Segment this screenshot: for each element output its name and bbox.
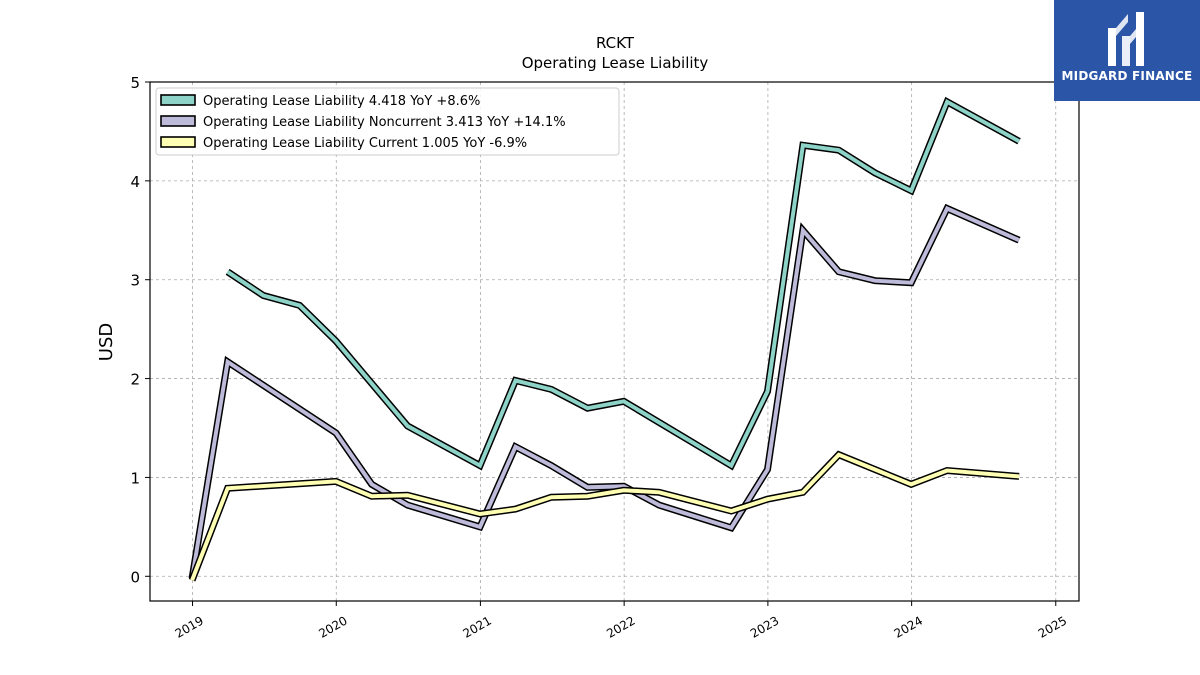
- y-tick-label: 3: [130, 272, 140, 290]
- y-tick-label: 0: [130, 568, 140, 586]
- legend-label-0: Operating Lease Liability 4.418 YoY +8.6…: [203, 94, 480, 109]
- legend-box: [155, 87, 620, 156]
- legend-swatch-1: [160, 115, 196, 127]
- x-tick-label: 2020: [316, 613, 349, 640]
- legend: Operating Lease Liability 4.418 YoY +8.6…: [155, 87, 620, 156]
- series-outline-2: [188, 450, 1020, 582]
- legend-swatch-2: [160, 136, 196, 148]
- plot-frame: [149, 81, 1080, 602]
- series-line-1: [190, 205, 1020, 579]
- series-outline-1: [188, 203, 1021, 579]
- y-tick-label: 4: [130, 173, 140, 191]
- chart-subtitle: Operating Lease Liability: [522, 54, 709, 72]
- legend-label-2: Operating Lease Liability Current 1.005 …: [203, 136, 527, 151]
- midgard-finance-logo: MIDGARD FINANCE: [1054, 0, 1200, 101]
- legend-swatch-0: [160, 94, 196, 106]
- x-tick-label: 2021: [460, 613, 493, 640]
- x-tick-label: 2024: [892, 613, 925, 640]
- x-tick-label: 2023: [748, 613, 781, 640]
- chart-title: RCKT: [596, 34, 635, 52]
- midgard-logo-icon: [1108, 12, 1144, 66]
- x-tick-label: 2025: [1036, 613, 1069, 640]
- y-tick-label: 2: [130, 371, 140, 389]
- logo-text: MIDGARD FINANCE: [1061, 69, 1193, 83]
- x-tick-label: 2019: [173, 613, 206, 640]
- series-layer: [188, 96, 1021, 582]
- grid: [150, 81, 1079, 601]
- series-line-2: [190, 452, 1020, 581]
- series-line-0: [226, 98, 1021, 469]
- y-tick-label: 1: [130, 469, 140, 487]
- legend-label-1: Operating Lease Liability Noncurrent 3.4…: [203, 115, 566, 130]
- axes: 0 1 2 3 4 5 2019 2020 2021 2022 2023 2024 2025: [130, 74, 1069, 641]
- x-tick-label: 2022: [604, 613, 637, 640]
- y-axis-label: USD: [96, 323, 117, 361]
- y-tick-label: 5: [130, 74, 140, 92]
